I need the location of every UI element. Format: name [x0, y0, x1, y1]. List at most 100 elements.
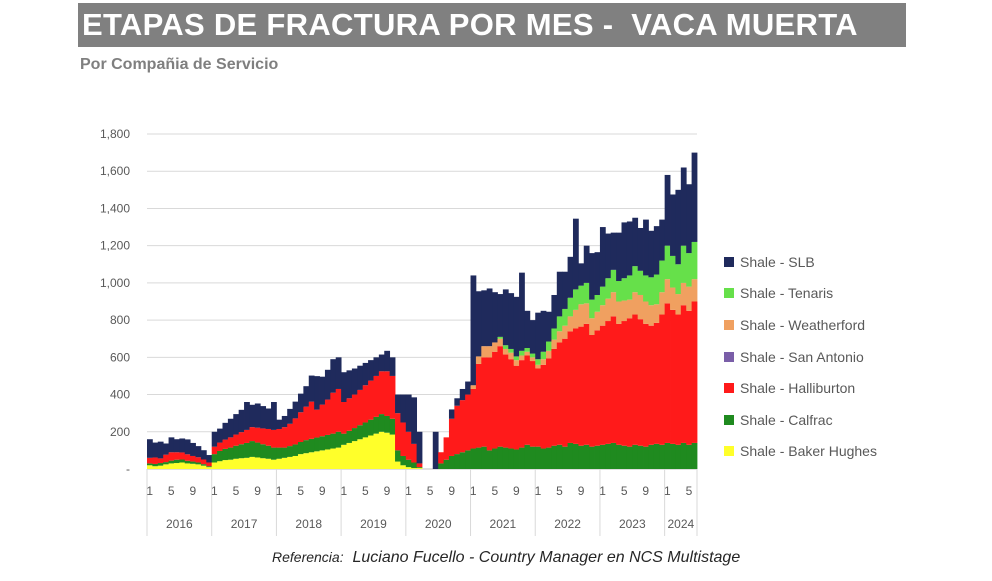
x-year-label: 2023 — [619, 517, 646, 531]
bar-segment — [670, 309, 676, 444]
bar-segment — [147, 439, 153, 458]
bar-segment — [621, 445, 628, 469]
x-month-label: 1 — [664, 484, 671, 498]
bar-segment — [368, 360, 374, 381]
bar-segment — [330, 433, 337, 449]
bar-segment — [616, 444, 622, 469]
bar-segment — [227, 437, 234, 448]
bar-segment — [254, 457, 261, 469]
bar-segment — [502, 354, 509, 448]
legend-label-slb: Shale - SLB — [740, 253, 815, 270]
bar-segment — [481, 446, 488, 469]
x-month-label: 5 — [168, 484, 175, 498]
bar-segment — [686, 253, 693, 287]
y-axis-ticks: - 200 400 600 800 1,000 1,200 1,400 1,600 1,800 — [100, 127, 130, 476]
bar-segment — [217, 450, 223, 462]
bar-segment — [152, 466, 159, 469]
bar-segment — [411, 397, 418, 444]
reference-text: Luciano Fucello - Country Manager en NCS… — [352, 549, 741, 566]
y-tick-label: 200 — [110, 425, 130, 439]
bar-segment — [546, 341, 552, 351]
bar-segment — [513, 296, 520, 357]
bar-segment — [217, 461, 223, 469]
x-year-label: 2016 — [166, 517, 193, 531]
bar-segment — [405, 467, 412, 469]
bar-segment — [184, 454, 191, 461]
bar-segment — [244, 429, 250, 443]
bar-segment — [222, 448, 229, 461]
bar-segment — [152, 442, 159, 458]
legend-item-tenaris: Shale - Tenaris — [724, 278, 877, 310]
bar-segment — [497, 336, 504, 339]
bar-segment — [168, 463, 175, 469]
bar-segment — [411, 468, 418, 469]
bar-segment — [281, 457, 288, 469]
bar-segment — [384, 432, 391, 469]
bar-segment — [632, 217, 639, 267]
bar-segment — [637, 445, 644, 469]
bar-segment — [529, 320, 536, 354]
bar-segment — [281, 427, 288, 448]
bar-segment — [190, 461, 196, 464]
bar-segment — [265, 428, 272, 446]
bar-segment — [551, 339, 558, 349]
bar-segment — [314, 451, 320, 469]
bar-segment — [691, 241, 698, 280]
bar-segment — [675, 314, 682, 445]
bar-segment — [626, 299, 633, 319]
bar-segment — [621, 321, 628, 446]
bar-segment — [502, 289, 509, 346]
bar-segment — [368, 380, 374, 420]
bar-segment — [691, 152, 698, 242]
bar-segment — [297, 442, 304, 455]
bar-segment — [163, 464, 169, 469]
bar-segment — [211, 462, 218, 469]
bar-segment — [572, 289, 579, 310]
bar-segment — [254, 427, 261, 443]
bar-segment — [648, 444, 655, 469]
legend-item-calfrac: Shale - Calfrac — [724, 404, 877, 436]
bar-segment — [211, 446, 218, 455]
bar-segment — [416, 463, 423, 468]
bar-segment — [648, 230, 655, 278]
bar-segment — [206, 466, 213, 468]
bar-segment — [411, 443, 418, 463]
bar-segment — [276, 428, 283, 448]
bar-segment — [475, 291, 482, 357]
bar-segment — [670, 443, 676, 470]
bar-segment — [416, 468, 423, 469]
bar-segment — [670, 255, 676, 288]
bar-segment — [319, 436, 326, 451]
bar-segment — [319, 450, 326, 469]
bar-segment — [362, 437, 369, 469]
bar-segment — [643, 446, 649, 469]
bar-segment — [373, 357, 380, 376]
bar-segment — [578, 285, 585, 305]
bar-segment — [465, 381, 471, 395]
bar-segment — [637, 294, 644, 320]
bar-segment — [626, 446, 633, 469]
bar-segment — [540, 359, 547, 365]
bar-segment — [594, 311, 601, 331]
bar-segment — [368, 435, 374, 469]
bar-segment — [351, 428, 358, 442]
bar-segment — [163, 443, 169, 455]
bar-segment — [599, 227, 606, 287]
x-year-label: 2022 — [554, 517, 581, 531]
bar-segment — [535, 364, 542, 369]
bar-segment — [362, 422, 369, 438]
bar-segment — [211, 431, 218, 447]
bar-segment — [265, 458, 272, 469]
bar-segment — [497, 338, 504, 347]
bar-segment — [567, 297, 574, 317]
bar-segment — [648, 305, 655, 326]
legend-swatch-tenaris — [724, 288, 734, 299]
bar-segment — [519, 360, 525, 448]
bar-segment — [621, 300, 628, 322]
bar-segment — [659, 260, 666, 293]
bar-segment — [206, 467, 213, 469]
legend-swatch-slb — [724, 256, 734, 267]
bar-segment — [368, 419, 374, 436]
bar-segment — [616, 232, 622, 282]
bar-segment — [287, 423, 293, 447]
